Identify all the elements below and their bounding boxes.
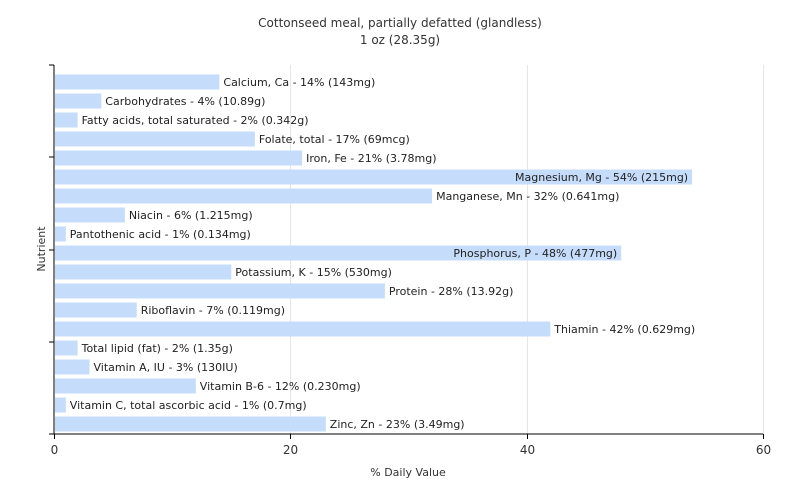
bar: [55, 150, 303, 166]
bars: Calcium, Ca - 14% (143mg) Carbohydrates -…: [55, 74, 695, 432]
bar-label: Iron, Fe - 21% (3.78mg): [306, 152, 436, 165]
bar-label: Phosphorus, P - 48% (477mg): [453, 247, 617, 260]
bar: [55, 188, 433, 204]
x-axis-label: % Daily Value: [370, 466, 446, 479]
bar-label: Vitamin A, IU - 3% (130IU): [94, 361, 238, 374]
bar-label: Vitamin B-6 - 12% (0.230mg): [200, 380, 361, 393]
bar: [55, 112, 78, 128]
bar-label: Niacin - 6% (1.215mg): [129, 209, 253, 222]
x-tick-label: 0: [51, 443, 59, 457]
bar-label: Potassium, K - 15% (530mg): [235, 266, 392, 279]
bar: [55, 378, 196, 394]
bar: [55, 245, 622, 261]
y-axis-label: Nutrient: [35, 226, 48, 272]
chart-subtitle: 1 oz (28.35g): [360, 33, 440, 47]
bar: [55, 207, 125, 223]
bar: [55, 283, 385, 299]
bar-label: Calcium, Ca - 14% (143mg): [223, 76, 375, 89]
x-tick-label: 60: [756, 443, 771, 457]
bar-label: Manganese, Mn - 32% (0.641mg): [436, 190, 619, 203]
bar: [55, 416, 326, 432]
bar-label: Folate, total - 17% (69mcg): [259, 133, 410, 146]
bar: [55, 359, 90, 375]
axes: [49, 64, 763, 435]
bar-label: Pantothenic acid - 1% (0.134mg): [70, 228, 251, 241]
bar-label: Fatty acids, total saturated - 2% (0.342…: [82, 114, 309, 127]
bar-label: Thiamin - 42% (0.629mg): [553, 323, 695, 336]
bar: [55, 131, 255, 147]
bar: [55, 264, 232, 280]
bar-label: Riboflavin - 7% (0.119mg): [141, 304, 285, 317]
bar: [55, 74, 220, 90]
bar-label: Vitamin C, total ascorbic acid - 1% (0.7…: [70, 399, 307, 412]
bar: [55, 397, 66, 413]
bar: [55, 226, 66, 242]
bar: [55, 93, 102, 109]
bar: [55, 321, 551, 337]
x-tick-label: 20: [283, 443, 298, 457]
x-tick-label: 40: [520, 443, 535, 457]
bar-label: Magnesium, Mg - 54% (215mg): [515, 171, 688, 184]
bar: [55, 302, 137, 318]
bar-label: Carbohydrates - 4% (10.89g): [105, 95, 265, 108]
bar-label: Protein - 28% (13.92g): [389, 285, 514, 298]
x-ticks: 0 20 40 60: [51, 434, 771, 457]
bar: [55, 340, 78, 356]
bar-label: Zinc, Zn - 23% (3.49mg): [330, 418, 465, 431]
bar: [55, 169, 693, 185]
bar-label: Total lipid (fat) - 2% (1.35g): [81, 342, 233, 355]
chart-title: Cottonseed meal, partially defatted (gla…: [258, 16, 542, 30]
